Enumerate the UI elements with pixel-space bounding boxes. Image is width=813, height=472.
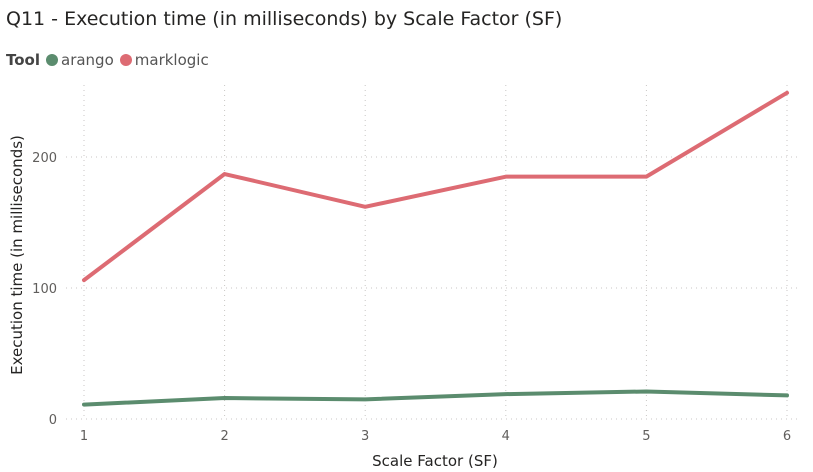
x-axis-title: Scale Factor (SF) <box>372 452 498 470</box>
legend-item-marklogic[interactable]: marklogic <box>119 51 209 69</box>
x-tick-label: 6 <box>783 429 791 444</box>
x-tick-label: 1 <box>80 429 88 444</box>
x-tick-label: 5 <box>642 429 650 444</box>
x-tick-label: 2 <box>220 429 228 444</box>
x-tick-label: 4 <box>502 429 510 444</box>
legend-item-arango[interactable]: arango <box>46 51 114 69</box>
series-line-marklogic <box>82 90 789 283</box>
series-line-arango <box>82 389 789 407</box>
legend-label-arango: arango <box>61 51 114 69</box>
x-axis-ticks: 1 2 3 4 5 6 <box>80 429 791 444</box>
y-tick-label: 100 <box>32 282 57 297</box>
y-axis-ticks: 0 100 200 <box>32 151 57 428</box>
gridlines <box>66 85 800 420</box>
y-tick-label: 0 <box>49 413 57 428</box>
legend-marker-marklogic <box>119 54 132 66</box>
chart-title: Q11 - Execution time (in milliseconds) b… <box>6 8 563 30</box>
legend: Tool arango marklogic <box>6 51 215 69</box>
series-lines <box>82 90 789 407</box>
legend-title: Tool <box>6 51 40 69</box>
legend-marker-arango <box>46 54 58 66</box>
x-tick-label: 3 <box>361 429 369 444</box>
y-tick-label: 200 <box>32 151 57 166</box>
y-axis-title: Execution time (in milliseconds) <box>8 135 26 375</box>
legend-label-marklogic: marklogic <box>134 51 209 69</box>
